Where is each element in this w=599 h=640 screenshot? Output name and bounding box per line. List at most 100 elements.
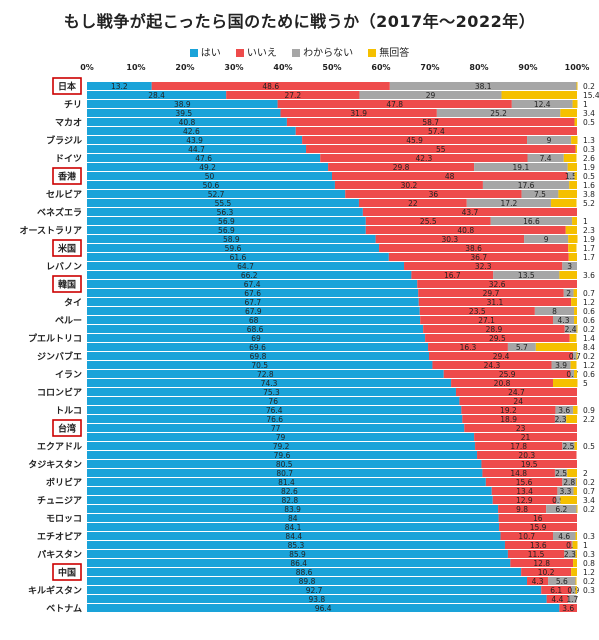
x-tick-label: 100%	[565, 63, 590, 72]
data-label-unknown: 13.5	[518, 271, 535, 280]
bar-segment-no	[462, 415, 555, 423]
legend-item-no: いいえ	[235, 44, 277, 59]
data-label-yes: 58.9	[223, 235, 240, 244]
data-label-no: 24	[513, 397, 523, 406]
x-tick-label: 80%	[469, 63, 488, 72]
bar-segment-yes	[87, 343, 429, 351]
country-label: イラン	[55, 370, 82, 381]
highlight-box	[52, 167, 82, 185]
country-label: ジンバブエ	[37, 351, 82, 363]
data-label-no: 48	[445, 172, 455, 181]
bar-segment-unknown	[554, 469, 568, 477]
bar-segment-noanswer	[558, 190, 577, 198]
data-label-yes: 69.8	[250, 352, 267, 361]
data-label-no: 9.8	[516, 505, 528, 514]
bar-segment-yes	[87, 100, 278, 108]
data-label-yes: 42.6	[183, 127, 200, 136]
data-label-noanswer: 0.2	[583, 352, 595, 361]
data-label-noanswer: 0.8	[583, 559, 595, 568]
data-label-noanswer: 0.3	[583, 145, 595, 154]
data-label-no: 58.7	[422, 118, 439, 127]
data-label-noanswer: 0.2	[583, 505, 595, 514]
data-label-yes: 56.3	[217, 208, 234, 217]
bar-segment-noanswer	[571, 136, 578, 144]
data-label-yes: 67.6	[244, 289, 261, 298]
bar-segment-noanswer	[574, 442, 577, 450]
data-label-unknown: 16.6	[523, 217, 540, 226]
bar-segment-unknown	[571, 586, 576, 594]
data-label-no: 18.9	[500, 415, 517, 424]
bar-segment-no	[420, 316, 553, 324]
bar-segment-noanswer	[563, 154, 577, 162]
data-label-unknown: 2.3	[555, 415, 567, 424]
bar-segment-yes	[87, 379, 452, 387]
highlight-box	[52, 419, 82, 437]
data-label-noanswer: 5	[583, 379, 588, 388]
country-label: コロンビア	[37, 387, 82, 399]
bar-segment-yes	[87, 469, 483, 477]
data-label-yes: 40.8	[179, 118, 196, 127]
bar-segment-unknown	[548, 577, 576, 585]
data-label-yes: 70.5	[251, 361, 268, 370]
data-label-yes: 39.5	[175, 109, 192, 118]
bar-segment-no	[521, 568, 572, 576]
data-label-yes: 13.2	[111, 82, 128, 91]
data-label-no: 16.7	[444, 271, 461, 280]
bar-segment-yes	[87, 361, 433, 369]
data-label-noanswer: 5.2	[583, 199, 595, 208]
bar-segment-no	[432, 361, 552, 369]
data-label-yes: 79.6	[274, 451, 291, 460]
data-label-no: 38.6	[465, 244, 482, 253]
data-label-yes: 75.3	[263, 388, 280, 397]
bar-segment-no	[491, 487, 558, 495]
data-label-yes: 64.7	[237, 262, 254, 271]
bar-segment-no	[226, 91, 360, 99]
bar-segment-yes	[87, 154, 321, 162]
bar-segment-yes	[87, 577, 528, 585]
data-label-noanswer: 0.2	[583, 325, 595, 334]
bar-segment-yes	[87, 514, 499, 522]
data-label-noanswer: 3.4	[583, 109, 595, 118]
bar-segment-noanswer	[571, 298, 577, 306]
data-label-no: 13.4	[516, 487, 533, 496]
bar-segment-noanswer	[568, 253, 577, 261]
bar-segment-unknown	[564, 550, 576, 558]
bar-segment-yes	[87, 334, 426, 342]
country-label: 中国	[58, 567, 76, 579]
bar-segment-yes	[87, 163, 329, 171]
bar-segment-yes	[87, 388, 456, 396]
bar-segment-no	[302, 136, 528, 144]
legend-swatch-yes	[189, 49, 198, 57]
bar-segment-yes	[87, 127, 296, 135]
data-label-yes: 55.5	[215, 199, 232, 208]
data-label-unknown: 3.3	[560, 487, 572, 496]
data-label-no: 28.9	[486, 325, 503, 334]
country-label: プエルトリコ	[28, 333, 82, 345]
data-label-unknown: 2.8	[563, 478, 575, 487]
bar-segment-unknown	[552, 532, 576, 540]
data-label-unknown: 1.5	[565, 172, 577, 181]
bar-segment-noanswer	[567, 163, 577, 171]
data-label-noanswer: 8.4	[583, 343, 595, 352]
data-label-no: 22	[408, 199, 418, 208]
data-label-no: 27.2	[284, 91, 301, 100]
data-label-yes: 56.9	[218, 226, 235, 235]
bar-segment-no	[507, 550, 565, 558]
data-label-noanswer: 0.2	[583, 82, 595, 91]
data-label-noanswer: 1.4	[583, 334, 595, 343]
bar-segment-noanswer	[574, 172, 577, 180]
bar-segment-yes	[87, 298, 419, 306]
bar-segment-no	[498, 505, 547, 513]
data-label-noanswer: 15.4	[583, 91, 599, 100]
bar-segment-noanswer	[574, 307, 577, 315]
bar-segment-yes	[87, 550, 508, 558]
bar-segment-yes	[87, 442, 476, 450]
data-label-no: 31.9	[350, 109, 367, 118]
data-label-yes: 88.6	[296, 568, 313, 577]
data-label-noanswer: 0.3	[583, 586, 595, 595]
data-label-unknown: 2.3	[564, 550, 576, 559]
data-label-yes: 82.8	[282, 496, 299, 505]
bar-segment-no	[334, 181, 483, 189]
data-label-unknown: 9	[544, 235, 549, 244]
bar-segment-no	[365, 226, 566, 234]
